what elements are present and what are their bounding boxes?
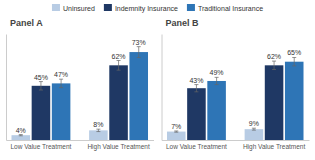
data-label: 62% xyxy=(112,53,126,60)
x-tick: Low Value Treatment xyxy=(166,140,227,150)
data-label: 49% xyxy=(210,69,224,76)
bar xyxy=(129,52,148,140)
error-bar xyxy=(39,82,43,90)
error-bar xyxy=(215,77,219,84)
error-bar xyxy=(272,61,276,69)
bar xyxy=(52,83,71,140)
bar xyxy=(207,81,226,140)
x-tick-label: High Value Treatment xyxy=(87,143,150,151)
x-tick-label: Low Value Treatment xyxy=(166,143,227,150)
y-axis xyxy=(6,35,7,141)
bar xyxy=(187,88,206,140)
bar xyxy=(245,129,264,140)
x-axis-line xyxy=(162,140,310,141)
panel: Panel A 4% 8% 45% 62% 47% 73% Low Value Treatme… xyxy=(7,18,155,151)
plot-area xyxy=(11,47,148,140)
legend-label: Traditional Insurance xyxy=(198,5,263,12)
error-bar xyxy=(19,135,23,136)
data-label: 8% xyxy=(93,121,103,128)
error-bar xyxy=(252,128,256,130)
y-axis xyxy=(162,35,163,141)
data-label: 62% xyxy=(267,53,281,60)
bar xyxy=(167,132,186,140)
data-label: 47% xyxy=(54,71,68,78)
x-tick: High Value Treatment xyxy=(87,140,150,151)
x-tick-label: Low Value Treatment xyxy=(10,143,71,150)
error-bar xyxy=(194,85,198,92)
panel: Panel B 7% 9% 43% 62% 49% 65% Low Value Treatme… xyxy=(162,18,310,151)
legend: Uninsured Indemnity Insurance Traditional … xyxy=(52,4,263,13)
error-bar xyxy=(292,57,296,65)
data-labels: 7% 9% 43% 62% 49% 65% xyxy=(171,49,301,129)
x-axis: Low Value Treatment High Value Treatment xyxy=(162,140,310,151)
data-label: 65% xyxy=(287,49,301,56)
error-bar xyxy=(96,129,100,131)
legend-item: Uninsured xyxy=(52,4,95,12)
plot-area xyxy=(167,57,304,140)
bar xyxy=(285,62,304,140)
panel-title: Panel B xyxy=(166,18,200,28)
y-axis-line xyxy=(6,35,7,141)
legend-label: Uninsured xyxy=(63,5,95,12)
chart: Uninsured Indemnity Insurance Traditional … xyxy=(0,0,315,160)
bar xyxy=(265,65,284,140)
legend-swatch xyxy=(52,4,60,11)
bar xyxy=(32,86,51,140)
data-label: 4% xyxy=(16,127,26,134)
error-bar xyxy=(59,79,63,87)
data-labels: 4% 8% 45% 62% 47% 73% xyxy=(16,39,146,134)
legend-item: Indemnity Insurance xyxy=(104,4,178,13)
x-tick-label: High Value Treatment xyxy=(243,143,306,151)
data-label: 7% xyxy=(171,123,181,130)
bar xyxy=(109,65,128,140)
legend-swatch xyxy=(104,4,112,11)
error-bar xyxy=(174,131,178,132)
error-bar xyxy=(117,61,121,71)
y-axis-line xyxy=(162,35,163,141)
bar xyxy=(11,135,30,140)
data-label: 73% xyxy=(132,39,146,46)
x-axis: Low Value Treatment High Value Treatment xyxy=(7,140,155,151)
data-label: 45% xyxy=(34,74,48,81)
data-label: 9% xyxy=(249,120,259,127)
x-axis-line xyxy=(7,140,155,141)
legend-item: Traditional Insurance xyxy=(187,4,263,12)
x-tick: Low Value Treatment xyxy=(10,140,71,150)
legend-label: Indemnity Insurance xyxy=(115,5,178,13)
error-bar xyxy=(137,47,141,58)
x-tick: High Value Treatment xyxy=(243,140,306,151)
panel-title: Panel A xyxy=(10,18,43,28)
legend-swatch xyxy=(187,4,195,11)
data-label: 43% xyxy=(189,77,203,84)
